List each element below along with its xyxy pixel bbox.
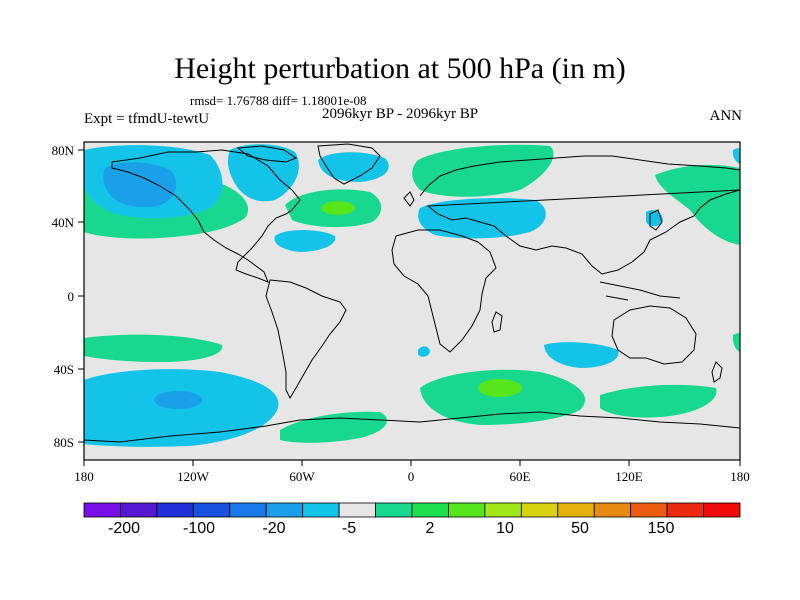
colorbar-labels: -200 -100 -20 -5 2 10 50 150: [108, 520, 674, 537]
anomaly-fields: [84, 143, 740, 447]
strong-positive-core: [321, 201, 355, 215]
colorbar-swatch: [265, 502, 304, 518]
colorbar-label: 150: [648, 520, 675, 537]
lon-label: 60W: [289, 469, 315, 484]
negative-anomaly-region: [732, 148, 740, 164]
colorbar-swatch: [375, 502, 413, 518]
lat-label: 80N: [52, 143, 75, 158]
colorbar-swatch: [83, 502, 121, 518]
strong-positive-core: [478, 379, 522, 397]
positive-anomaly-region: [84, 334, 223, 362]
lon-label: 180: [730, 469, 750, 484]
experiment-label: Expt = tfmdU-tewtU: [84, 111, 210, 127]
lon-label: 60E: [510, 469, 531, 484]
colorbar-label: -5: [342, 520, 356, 537]
negative-anomaly-region: [274, 230, 336, 252]
lat-label: 40N: [52, 215, 75, 230]
positive-anomaly-region: [655, 164, 740, 245]
colorbar-label: -20: [262, 520, 285, 537]
colorbar-label: 2: [426, 520, 435, 537]
colorbar-swatch: [192, 502, 231, 518]
colorbar-swatch: [302, 502, 340, 518]
map-title: Height perturbation at 500 hPa (in m): [174, 52, 626, 85]
negative-anomaly-region: [227, 144, 299, 202]
negative-anomaly-region: [418, 346, 430, 357]
lat-tick-marks: [78, 149, 84, 443]
negative-anomaly-region: [418, 198, 546, 239]
rmsd-diff-stats: rmsd= 1.76788 diff= 1.18001e-08: [190, 93, 367, 108]
colorbar-label: -200: [108, 520, 140, 537]
positive-anomaly-region: [732, 333, 740, 352]
positive-anomaly-region: [600, 384, 717, 418]
season-label: ANN: [709, 108, 743, 124]
negative-anomaly-region: [318, 152, 389, 182]
lon-label: 0: [408, 469, 415, 484]
colorbar-label: 50: [571, 520, 589, 537]
colorbar-swatch: [338, 502, 376, 518]
lon-label: 120W: [177, 469, 210, 484]
colorbar-swatch: [703, 502, 741, 518]
colorbar-label: 10: [496, 520, 514, 537]
map-frame: [83, 141, 741, 461]
colorbar-swatch: [448, 502, 486, 518]
lon-tick-marks: [83, 460, 741, 466]
positive-anomaly-region: [420, 369, 586, 425]
colorbar-swatch: [557, 502, 595, 518]
negative-anomaly-region: [544, 342, 619, 368]
lon-label: 180: [74, 469, 94, 484]
colorbar: [83, 502, 741, 518]
colorbar-swatch: [229, 502, 267, 518]
colorbar-swatch: [520, 502, 559, 518]
weak-negative-core: [103, 162, 177, 208]
weak-negative-core: [154, 391, 202, 409]
colorbar-swatch: [411, 502, 449, 518]
colorbar-label: -100: [183, 520, 215, 537]
lat-label: 0: [68, 289, 75, 304]
colorbar-swatch: [156, 502, 194, 518]
lon-label: 120E: [615, 469, 643, 484]
colorbar-swatch: [484, 502, 522, 518]
colorbar-swatch: [120, 502, 158, 518]
colorbar-swatch: [666, 502, 704, 518]
lat-tick-labels: 80N 40N 0 40S 80S: [52, 143, 75, 450]
lon-tick-labels: 180 120W 60W 0 60E 120E 180: [74, 469, 750, 484]
lat-label: 80S: [54, 435, 74, 450]
colorbar-swatch: [593, 502, 632, 518]
coastlines: [84, 143, 740, 443]
lat-label: 40S: [54, 362, 74, 377]
time-period: 2096kyr BP - 2096kyr BP: [322, 106, 479, 122]
positive-anomaly-region: [412, 144, 554, 197]
colorbar-swatch: [630, 502, 668, 518]
